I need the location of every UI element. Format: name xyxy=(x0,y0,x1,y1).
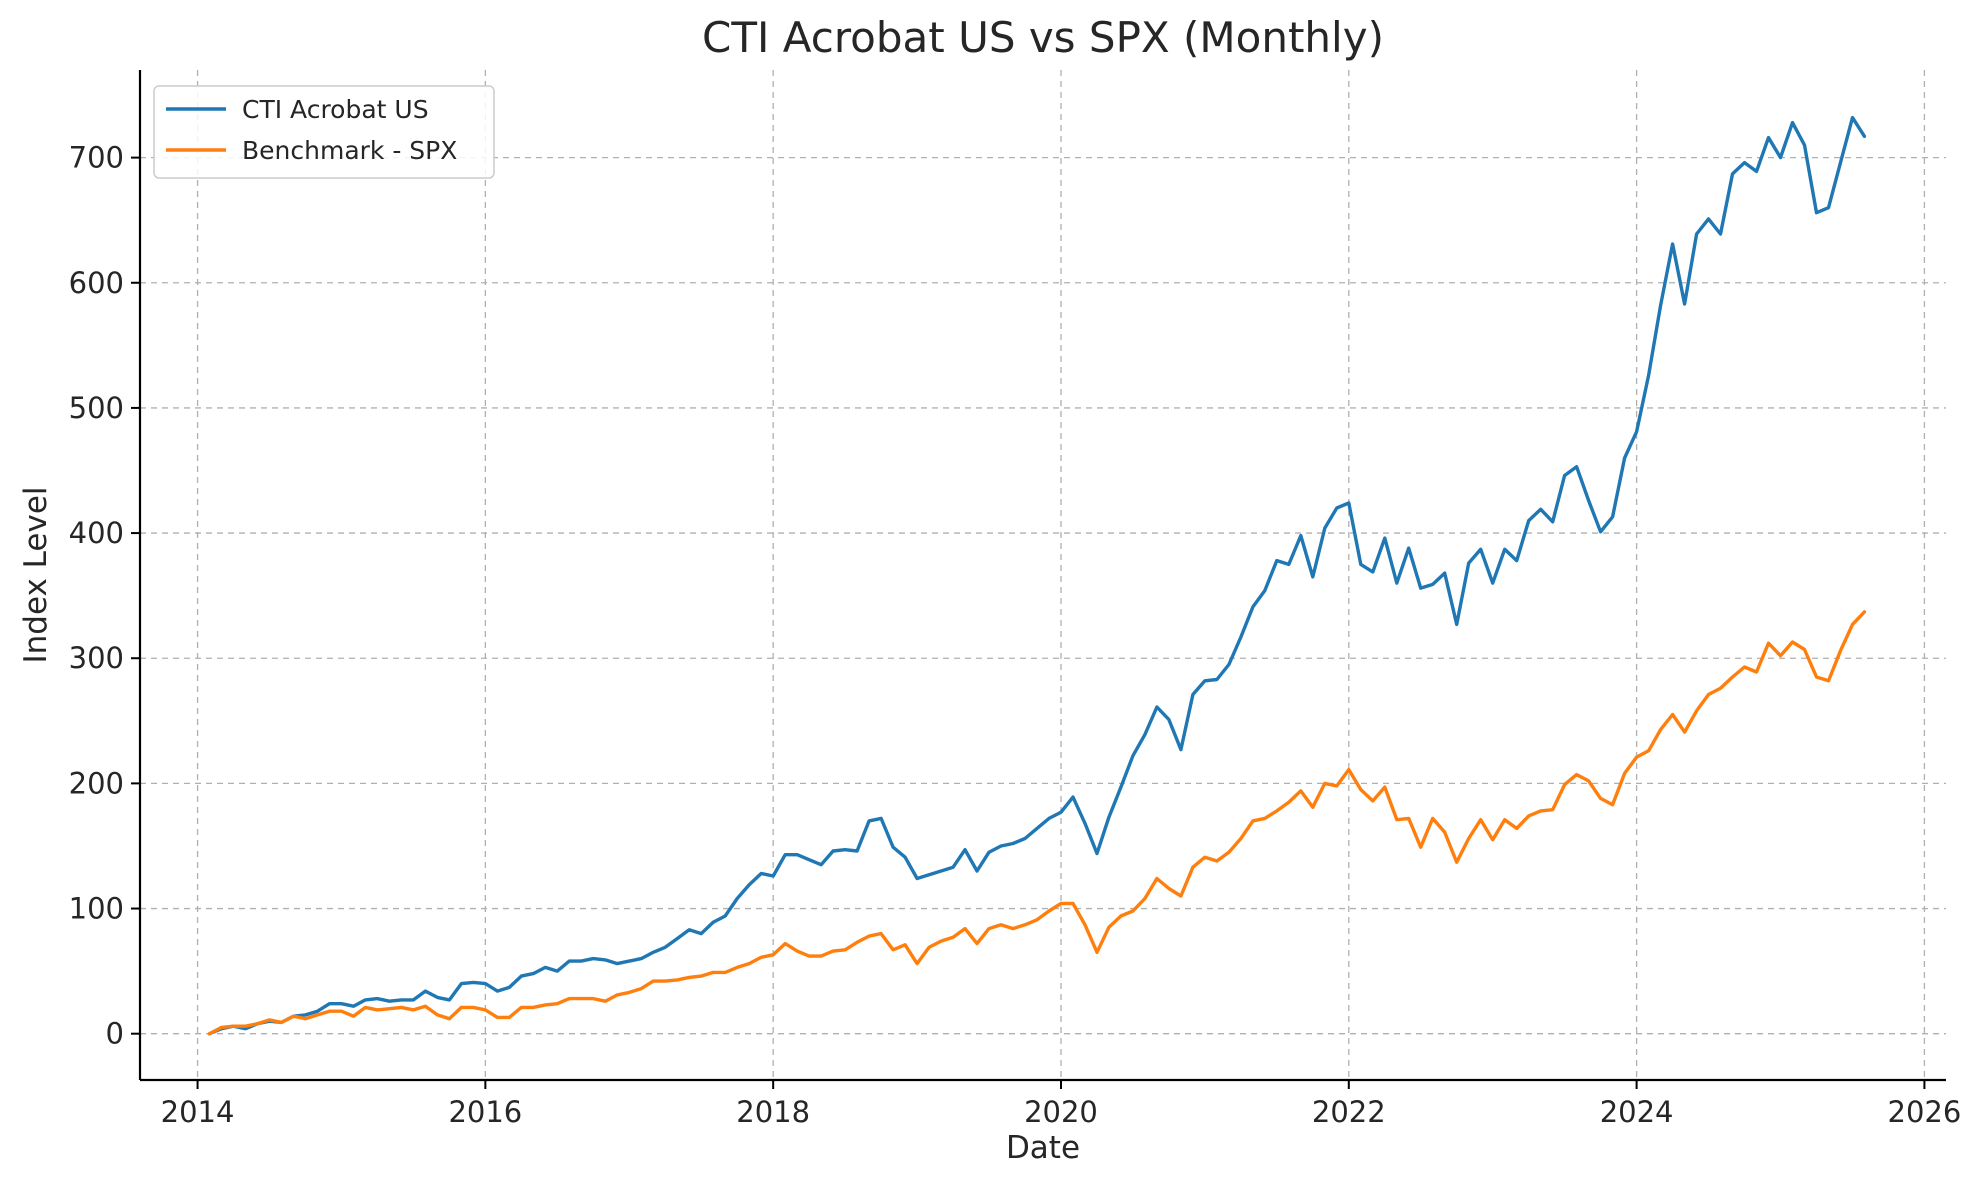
legend-label-benchmark-spx: Benchmark - SPX xyxy=(242,136,457,165)
x-tick-label: 2024 xyxy=(1600,1095,1674,1129)
y-tick-label: 500 xyxy=(69,391,124,425)
tick-labels: 2014 2016 2018 2020 2022 2024 2026 0 100 200 300 40… xyxy=(69,141,1962,1129)
y-tick-label: 700 xyxy=(69,141,124,175)
x-tick-label: 2018 xyxy=(736,1095,810,1129)
y-tick-label: 0 xyxy=(106,1017,124,1051)
legend-box xyxy=(153,85,495,179)
y-tick-label: 300 xyxy=(69,641,124,675)
series-line-cti-acrobat-us xyxy=(207,115,1867,1036)
legend-label-cti-acrobat-us: CTI Acrobat US xyxy=(242,95,429,124)
y-tick-label: 100 xyxy=(69,892,124,926)
y-tick-label: 600 xyxy=(69,266,124,300)
y-tick-label: 200 xyxy=(69,766,124,800)
series-line-benchmark-spx xyxy=(207,610,1867,1036)
x-axis-label: Date xyxy=(1006,1130,1080,1166)
x-tick-label: 2020 xyxy=(1024,1095,1098,1129)
legend: CTI Acrobat US Benchmark - SPX xyxy=(153,85,495,179)
x-tick-label: 2026 xyxy=(1888,1095,1962,1129)
x-tick-label: 2014 xyxy=(161,1095,235,1129)
series-layer xyxy=(207,115,1867,1036)
axes xyxy=(131,70,1946,1089)
x-tick-label: 2022 xyxy=(1312,1095,1386,1129)
y-axis-label: Index Level xyxy=(18,486,54,663)
y-tick-label: 400 xyxy=(69,516,124,550)
x-tick-label: 2016 xyxy=(448,1095,522,1129)
chart-title: CTI Acrobat US vs SPX (Monthly) xyxy=(702,13,1384,62)
